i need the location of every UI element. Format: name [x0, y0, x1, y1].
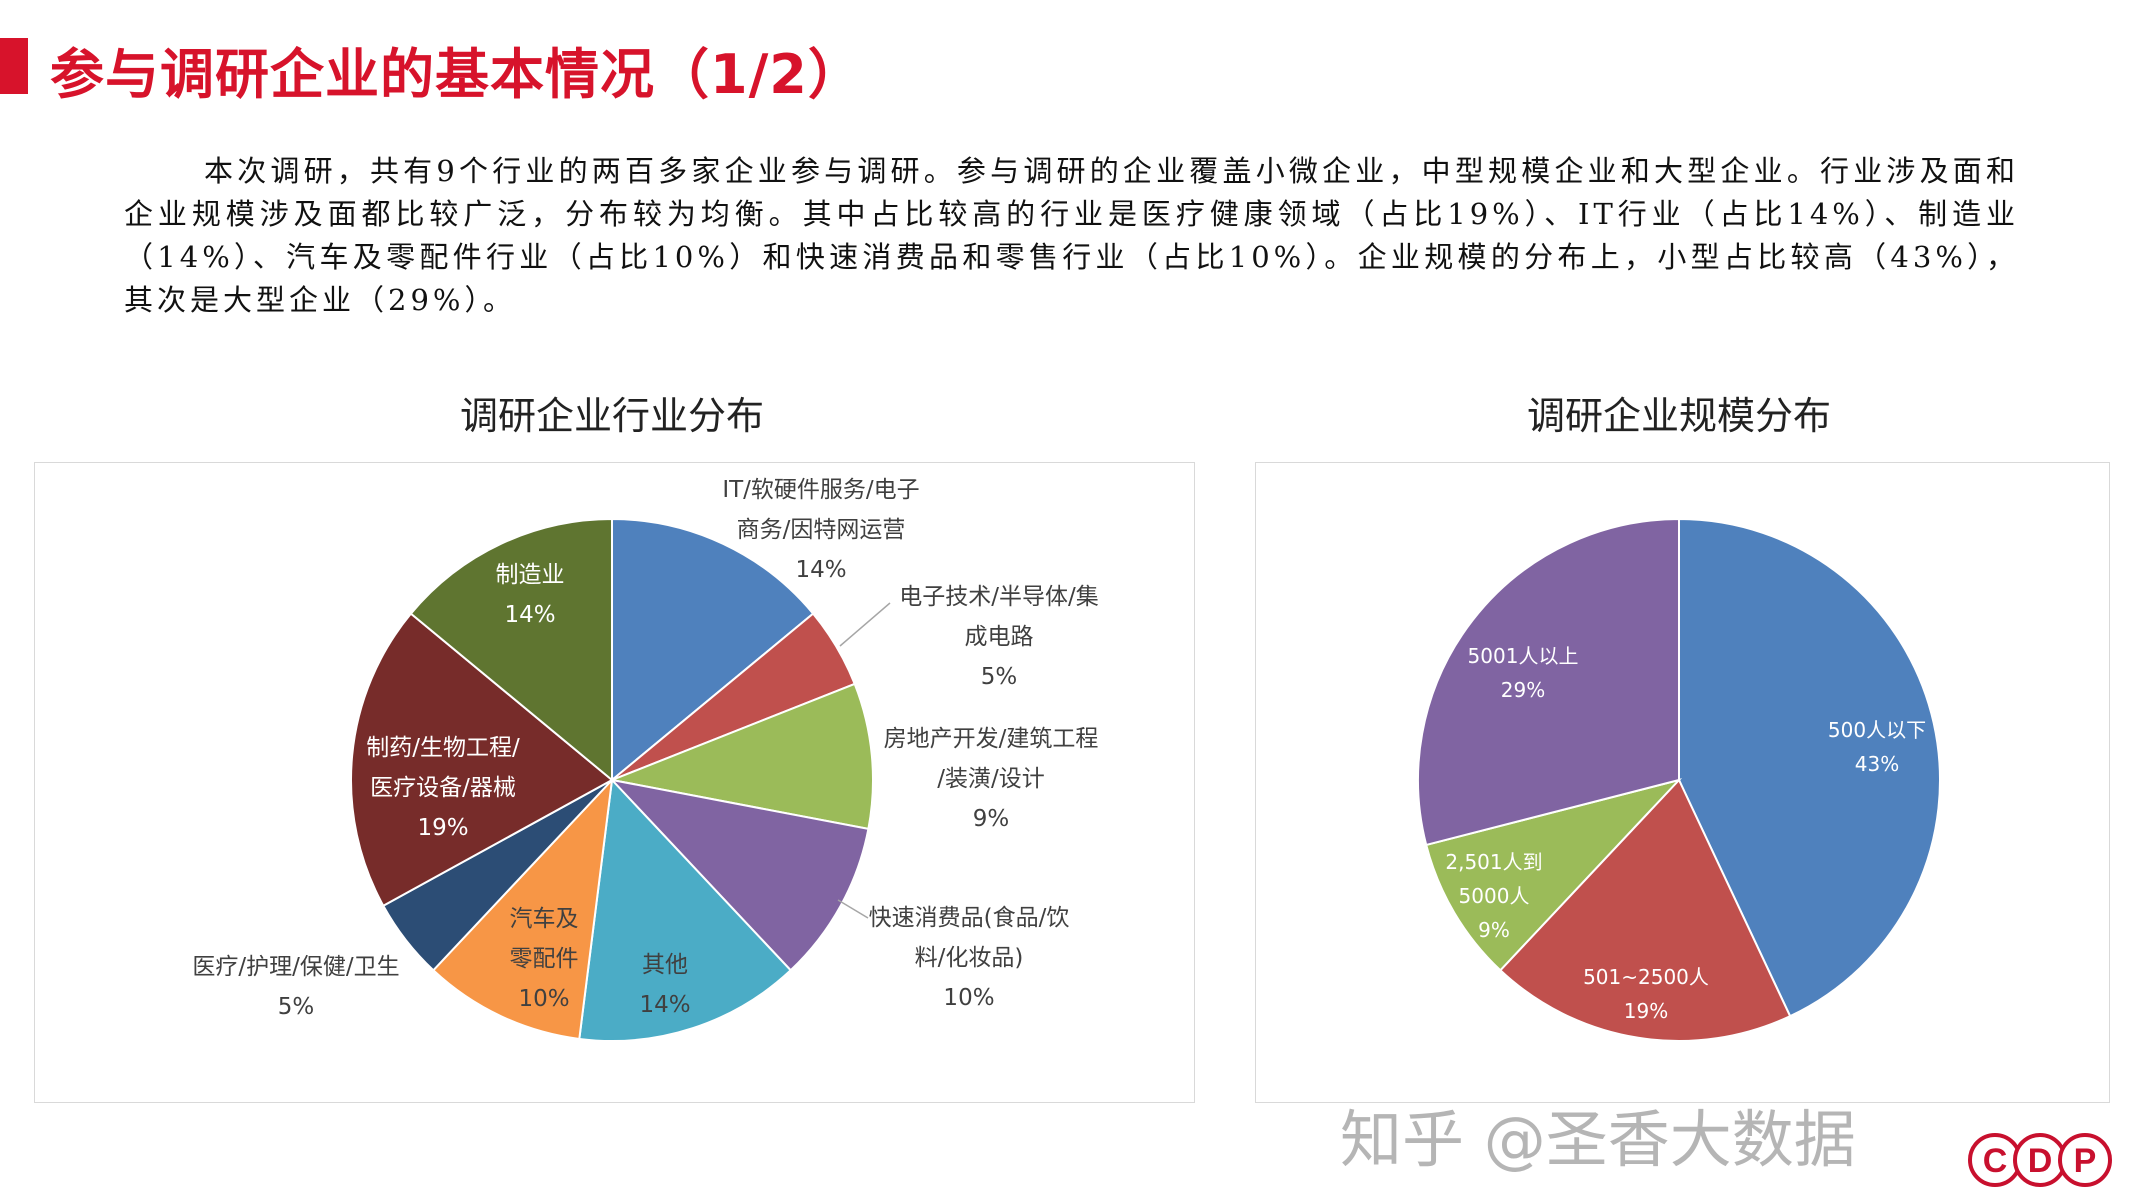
slice-name: 5001人以上	[1467, 644, 1579, 668]
pie-label-0-8: 制造业 14%	[496, 555, 565, 635]
slice-name: 500人以下	[1827, 718, 1927, 742]
slice-name: 料/化妆品)	[914, 945, 1024, 971]
pie-slice-0-5	[431, 777, 614, 1041]
svg-text:D: D	[2028, 1142, 2053, 1180]
pie-label-1-2: 2,501人到 5000人 9%	[1445, 845, 1542, 947]
pie-label-0-7: 制药/生物工程/医疗设备/器械 19%	[366, 728, 520, 848]
pie-label-0-2: 房地产开发/建筑工程/装潢/设计 9%	[884, 719, 1099, 839]
slice-name: 其他	[642, 952, 688, 978]
pie-label-0-4: 其他 14%	[639, 945, 690, 1025]
slice-name: 房地产开发/建筑工程	[883, 726, 1099, 752]
slice-name: 2,501人到	[1445, 850, 1543, 874]
pie-slice-0-3	[609, 778, 870, 972]
slice-name: 商务/因特网运营	[736, 517, 906, 543]
slice-value: 14%	[504, 602, 556, 628]
slice-value: 14%	[639, 992, 691, 1018]
pie-label-0-6: 医疗/护理/保健/卫生 5%	[192, 947, 399, 1027]
pie-label-0-3: 快速消费品(食品/饮 料/化妆品) 10%	[869, 898, 1070, 1018]
pie-slice-0-8	[409, 517, 613, 783]
slice-name: IT/软硬件服务/电子	[722, 477, 920, 503]
slice-value: 19%	[417, 815, 469, 841]
slice-name: 成电路	[964, 624, 1034, 650]
pie-slice-1-3	[1417, 517, 1680, 847]
pie-label-0-5: 汽车及零配件 10%	[510, 899, 579, 1019]
svg-text:C: C	[1983, 1142, 2008, 1180]
slice-name: 制造业	[495, 562, 565, 588]
slice-value: 10%	[943, 985, 995, 1011]
slice-name: 汽车及	[509, 906, 579, 932]
slice-value: 19%	[1623, 999, 1669, 1023]
pie-label-1-3: 5001人以上 29%	[1468, 639, 1579, 707]
slice-value: 29%	[1500, 678, 1546, 702]
slice-name: 医疗/护理/保健/卫生	[192, 954, 400, 980]
slice-value: 14%	[795, 557, 847, 583]
slice-name: 零配件	[509, 946, 579, 972]
pie-label-0-0: IT/软硬件服务/电子 商务/因特网运营 14%	[722, 470, 919, 590]
slice-value: 9%	[1478, 918, 1510, 942]
leader-line	[837, 899, 869, 919]
slice-value: 43%	[1854, 752, 1900, 776]
pie-slice-0-7	[350, 612, 614, 908]
slice-name: 制药/生物工程/	[366, 735, 520, 761]
slice-value: 5%	[980, 664, 1018, 690]
slice-value: 5%	[277, 994, 315, 1020]
slice-name: 电子技术/半导体/集	[899, 584, 1099, 610]
page-title: 参与调研企业的基本情况（1/2）	[50, 43, 863, 106]
watermark: 知乎 @圣香大数据	[1340, 1103, 1856, 1176]
slice-name: 5000人	[1458, 884, 1530, 908]
pie-slice-1-2	[1424, 778, 1683, 972]
size-chart-title: 调研企业规模分布	[1526, 394, 1832, 438]
intro-paragraph: 本次调研，共有9个行业的两百多家企业参与调研。参与调研的企业覆盖小微企业，中型规…	[124, 154, 2019, 317]
industry-chart-title: 调研企业行业分布	[459, 394, 765, 438]
pie-label-1-0: 500人以下 43%	[1828, 713, 1926, 781]
slice-value: 10%	[518, 986, 570, 1012]
slice-name: 医疗设备/器械	[370, 775, 516, 801]
pie-slice-0-2	[608, 682, 874, 831]
pie-slice-1-0	[1678, 517, 1941, 1018]
pie-label-0-1: 电子技术/半导体/集 成电路 5%	[899, 577, 1099, 697]
slice-name: 501~2500人	[1583, 965, 1709, 989]
pie-label-1-1: 501~2500人 19%	[1583, 960, 1709, 1028]
slice-value: 9%	[972, 806, 1010, 832]
leader-line	[839, 602, 891, 647]
title-accent-bar	[0, 38, 28, 94]
pie-slice-1-1	[1498, 778, 1792, 1042]
svg-text:P: P	[2074, 1142, 2097, 1180]
pie-slice-0-4	[578, 777, 793, 1042]
slice-name: 快速消费品(食品/饮	[868, 905, 1070, 931]
pie-slice-0-0	[611, 517, 815, 783]
slice-name: /装潢/设计	[937, 766, 1045, 792]
